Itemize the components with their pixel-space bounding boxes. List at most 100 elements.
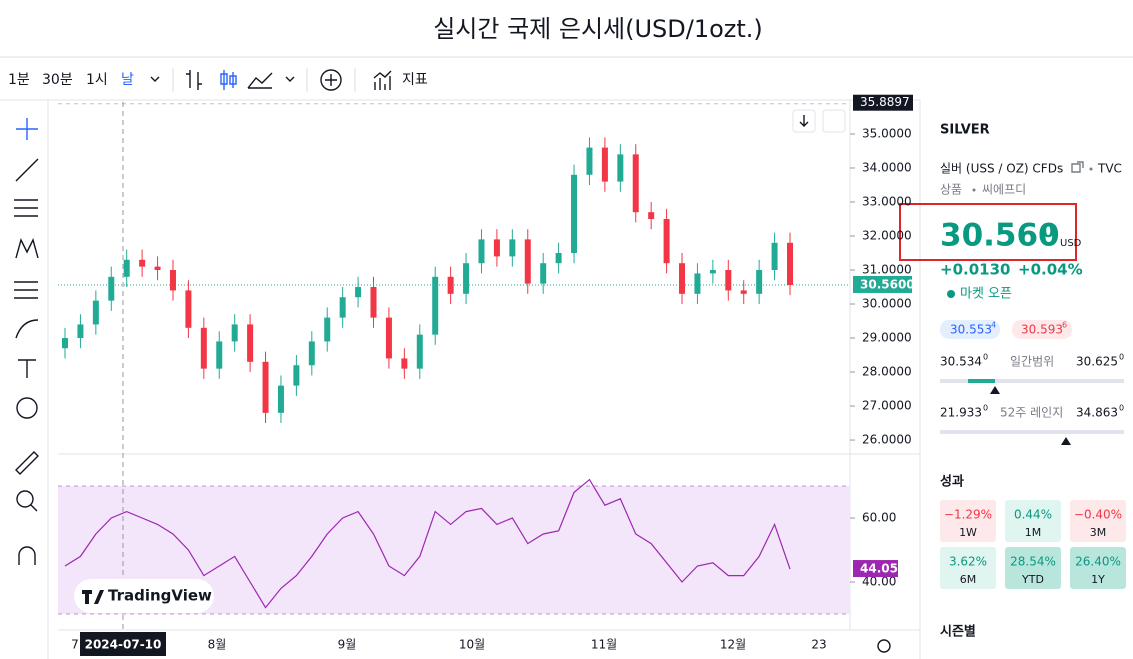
price-tag [853, 275, 912, 293]
x-tick-label: 12월 [720, 638, 746, 652]
y-tick-label: 32.0000 [862, 228, 912, 242]
candle-body [308, 341, 315, 366]
candle-body [154, 266, 161, 271]
candle-icon[interactable] [220, 70, 237, 90]
brush-tool[interactable] [15, 319, 39, 339]
logo-bg [74, 579, 214, 613]
candle-body [355, 287, 362, 298]
interval[interactable]: 30분 [42, 72, 73, 88]
interval[interactable]: 1분 [8, 72, 30, 88]
rsi-tick-label: 60.00 [862, 511, 896, 525]
ask-sup: 6 [1062, 321, 1067, 330]
week-range-label: 52주 레인지 [1000, 406, 1063, 420]
candle-body [709, 270, 716, 274]
change-pct: +0.04% [1018, 261, 1083, 279]
highlight-box [899, 203, 1077, 261]
external-link[interactable] [1071, 161, 1084, 173]
performance-value: 28.54% [1010, 555, 1056, 569]
x-tick-label: 9월 [338, 638, 357, 652]
candle-body [324, 317, 331, 342]
week-low: 21.933 [940, 406, 982, 420]
logo-mark [82, 590, 104, 604]
performance-title: 성과 [940, 475, 964, 490]
subcategory: 씨에프디 [982, 183, 1026, 197]
interval-active[interactable]: 날 [121, 72, 134, 88]
dot [1089, 167, 1093, 171]
chevron[interactable] [150, 76, 160, 82]
candle-body [787, 242, 793, 285]
fib-tool[interactable] [14, 199, 38, 217]
performance-period: 1W [959, 526, 977, 539]
trendline-tool[interactable] [15, 158, 39, 182]
performance-period: 3M [1090, 526, 1107, 539]
crosshair-date-bg [80, 632, 166, 656]
performance-tile [1070, 500, 1126, 542]
y-tick-label: 31.0000 [862, 263, 912, 277]
chevron[interactable] [285, 76, 295, 82]
performance-value: 3.62% [949, 555, 987, 569]
candle-body [277, 385, 284, 413]
range-track [940, 430, 1124, 434]
y-tick-label: 28.0000 [862, 365, 912, 379]
day-high-sup: 0 [1119, 353, 1124, 362]
candle-body [540, 263, 547, 284]
exchange: TVC [1097, 162, 1122, 176]
range-fill [968, 379, 995, 383]
candle-body [740, 290, 747, 294]
price: 30.560 [940, 218, 1060, 254]
bid-pill [940, 320, 1000, 339]
y-tick-label: 33.0000 [862, 194, 912, 208]
candle-body [648, 212, 655, 219]
ruler-tool[interactable] [15, 451, 39, 475]
candle-body [339, 297, 346, 318]
candle-body [432, 276, 439, 335]
compare-icon[interactable] [320, 69, 342, 91]
day-range-label: 일간범위 [1010, 355, 1054, 369]
rsi-line [64, 478, 791, 609]
range-marker [1061, 437, 1071, 445]
y-tick-label: 34.0000 [862, 160, 912, 174]
y-tick-label: 27.0000 [862, 399, 912, 413]
interval[interactable]: 1시 [86, 72, 108, 88]
projection-tool[interactable] [14, 281, 38, 299]
x-tick-label: 10월 [459, 638, 485, 652]
indicators-button[interactable]: 지표 [402, 72, 428, 88]
rsi-tag [853, 560, 898, 578]
candle-body [385, 317, 392, 359]
candle-body [92, 300, 99, 325]
symbol: SILVER [940, 123, 990, 138]
price-tag [853, 94, 913, 111]
y-tick-label: 30.0000 [862, 297, 912, 311]
candle-body [416, 334, 423, 369]
candle-body [509, 239, 516, 257]
performance-value: −0.40% [1074, 508, 1122, 522]
emoji-tool[interactable] [16, 397, 38, 419]
performance-value: −1.29% [944, 508, 992, 522]
performance-value: 0.44% [1014, 508, 1052, 522]
zoom-tool[interactable] [16, 490, 34, 508]
pattern-tool[interactable] [15, 238, 39, 259]
candle-body [185, 290, 192, 328]
performance-value: 26.40% [1075, 555, 1121, 569]
candle-body [632, 154, 639, 213]
dot [972, 188, 976, 192]
candle-body [756, 270, 763, 294]
candle-body [555, 253, 562, 264]
crosshair-tool[interactable] [16, 118, 38, 140]
page-title: 실시간 국제 은시세(USD/1ozt.) [433, 15, 763, 43]
settings-icon[interactable] [877, 639, 891, 653]
magnet-tool[interactable] [18, 546, 36, 565]
text-tool[interactable] [18, 359, 36, 378]
x-tick-label: 2024-07-10 [85, 638, 162, 652]
week-high-sup: 0 [1119, 404, 1124, 413]
candle-body [200, 327, 207, 369]
indicator-icon[interactable] [373, 70, 392, 90]
bar-icon[interactable] [186, 70, 202, 90]
ask: 30.593 [1021, 323, 1063, 337]
rsi-tick-label: 40.00 [862, 575, 896, 589]
candle-body [725, 270, 732, 291]
candle-body [139, 259, 146, 267]
area-icon[interactable] [247, 72, 273, 89]
performance-tile [1070, 547, 1126, 589]
fullscreen-button[interactable] [822, 109, 846, 133]
